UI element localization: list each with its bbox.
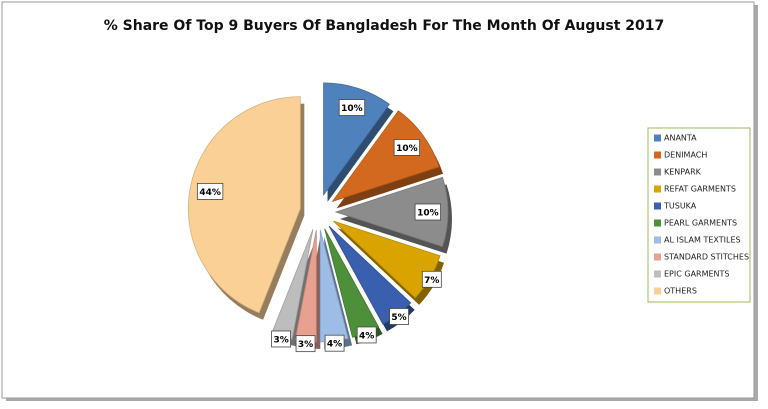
legend-swatch xyxy=(654,236,661,244)
legend-label: OTHERS xyxy=(664,287,697,296)
legend-swatch xyxy=(654,185,661,193)
data-label-box xyxy=(421,270,442,288)
legend-swatch xyxy=(654,202,661,210)
data-label-box xyxy=(414,203,441,221)
data-label: 7% xyxy=(424,276,439,286)
data-label: 3% xyxy=(298,340,313,350)
data-label: 44% xyxy=(199,188,221,198)
legend-swatch xyxy=(654,168,661,176)
data-label-box xyxy=(393,139,421,156)
legend-label: KENPARK xyxy=(664,168,702,177)
data-label: 3% xyxy=(273,335,288,345)
data-label-box xyxy=(389,308,409,325)
legend-label: ANANTA xyxy=(664,134,697,143)
data-label: 10% xyxy=(417,209,439,219)
slice xyxy=(187,96,301,314)
legend-label: REFAT GARMENTS xyxy=(664,185,736,194)
legend-swatch xyxy=(654,253,661,261)
data-label: 10% xyxy=(341,104,363,114)
data-label-box xyxy=(356,326,377,344)
legend xyxy=(647,127,751,303)
data-label-box xyxy=(295,335,316,353)
chart-title: % Share Of Top 9 Buyers Of Bangladesh Fo… xyxy=(104,18,665,34)
slice xyxy=(334,176,449,248)
data-label-box xyxy=(324,334,345,352)
data-label-box xyxy=(338,99,366,116)
legend-swatch xyxy=(654,151,661,159)
data-label: 5% xyxy=(391,313,406,323)
legend-label: AL ISLAM TEXTILES xyxy=(664,236,741,245)
legend-swatch xyxy=(654,287,661,295)
data-label: 10% xyxy=(396,144,418,154)
legend-label: EPIC GARMENTS xyxy=(664,270,730,279)
legend-label: TUSUKA xyxy=(663,202,697,211)
data-label: 4% xyxy=(327,340,342,350)
data-label-box xyxy=(196,183,224,200)
legend-swatch xyxy=(654,134,661,142)
legend-swatch xyxy=(654,270,661,278)
slice xyxy=(331,110,440,203)
legend-swatch xyxy=(654,219,661,227)
legend-label: STANDARD STITCHES xyxy=(664,253,749,262)
data-label: 4% xyxy=(359,331,374,341)
data-label-box xyxy=(271,330,292,348)
legend-label: PEARL GARMENTS xyxy=(664,219,737,228)
legend-label: DENIMACH xyxy=(664,151,707,160)
